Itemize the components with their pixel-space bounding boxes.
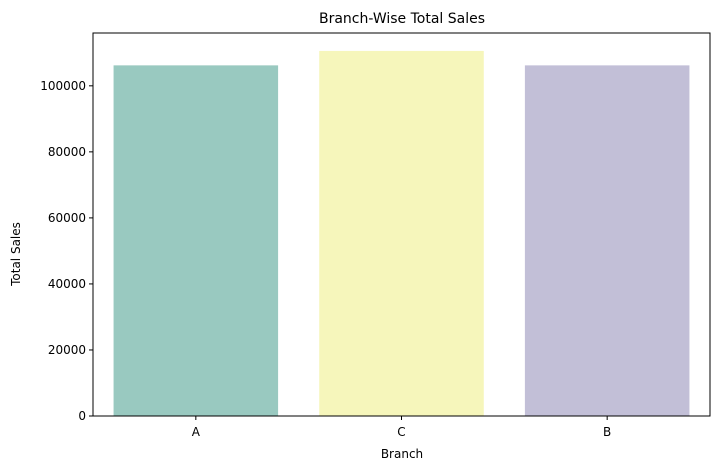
y-tick-label: 60000 [48,211,86,225]
plot-area: 0 20000 40000 60000 80000 100000 A C B [40,32,711,439]
y-tick-label: 40000 [48,277,86,291]
chart-title: Branch-Wise Total Sales [319,11,485,27]
y-tick-label: 80000 [48,145,86,159]
bar-a [113,65,279,416]
x-tick-label: A [192,425,201,439]
x-tick-label: C [397,425,405,439]
x-tick-label: B [603,425,611,439]
bar-b [524,65,690,417]
y-tick-label: 0 [78,409,86,423]
y-tick-label: 100000 [40,79,86,93]
bar-c [319,50,484,416]
x-axis-label: Branch [381,447,423,461]
y-axis-label: Total Sales [9,222,23,287]
y-tick-label: 20000 [48,343,86,357]
